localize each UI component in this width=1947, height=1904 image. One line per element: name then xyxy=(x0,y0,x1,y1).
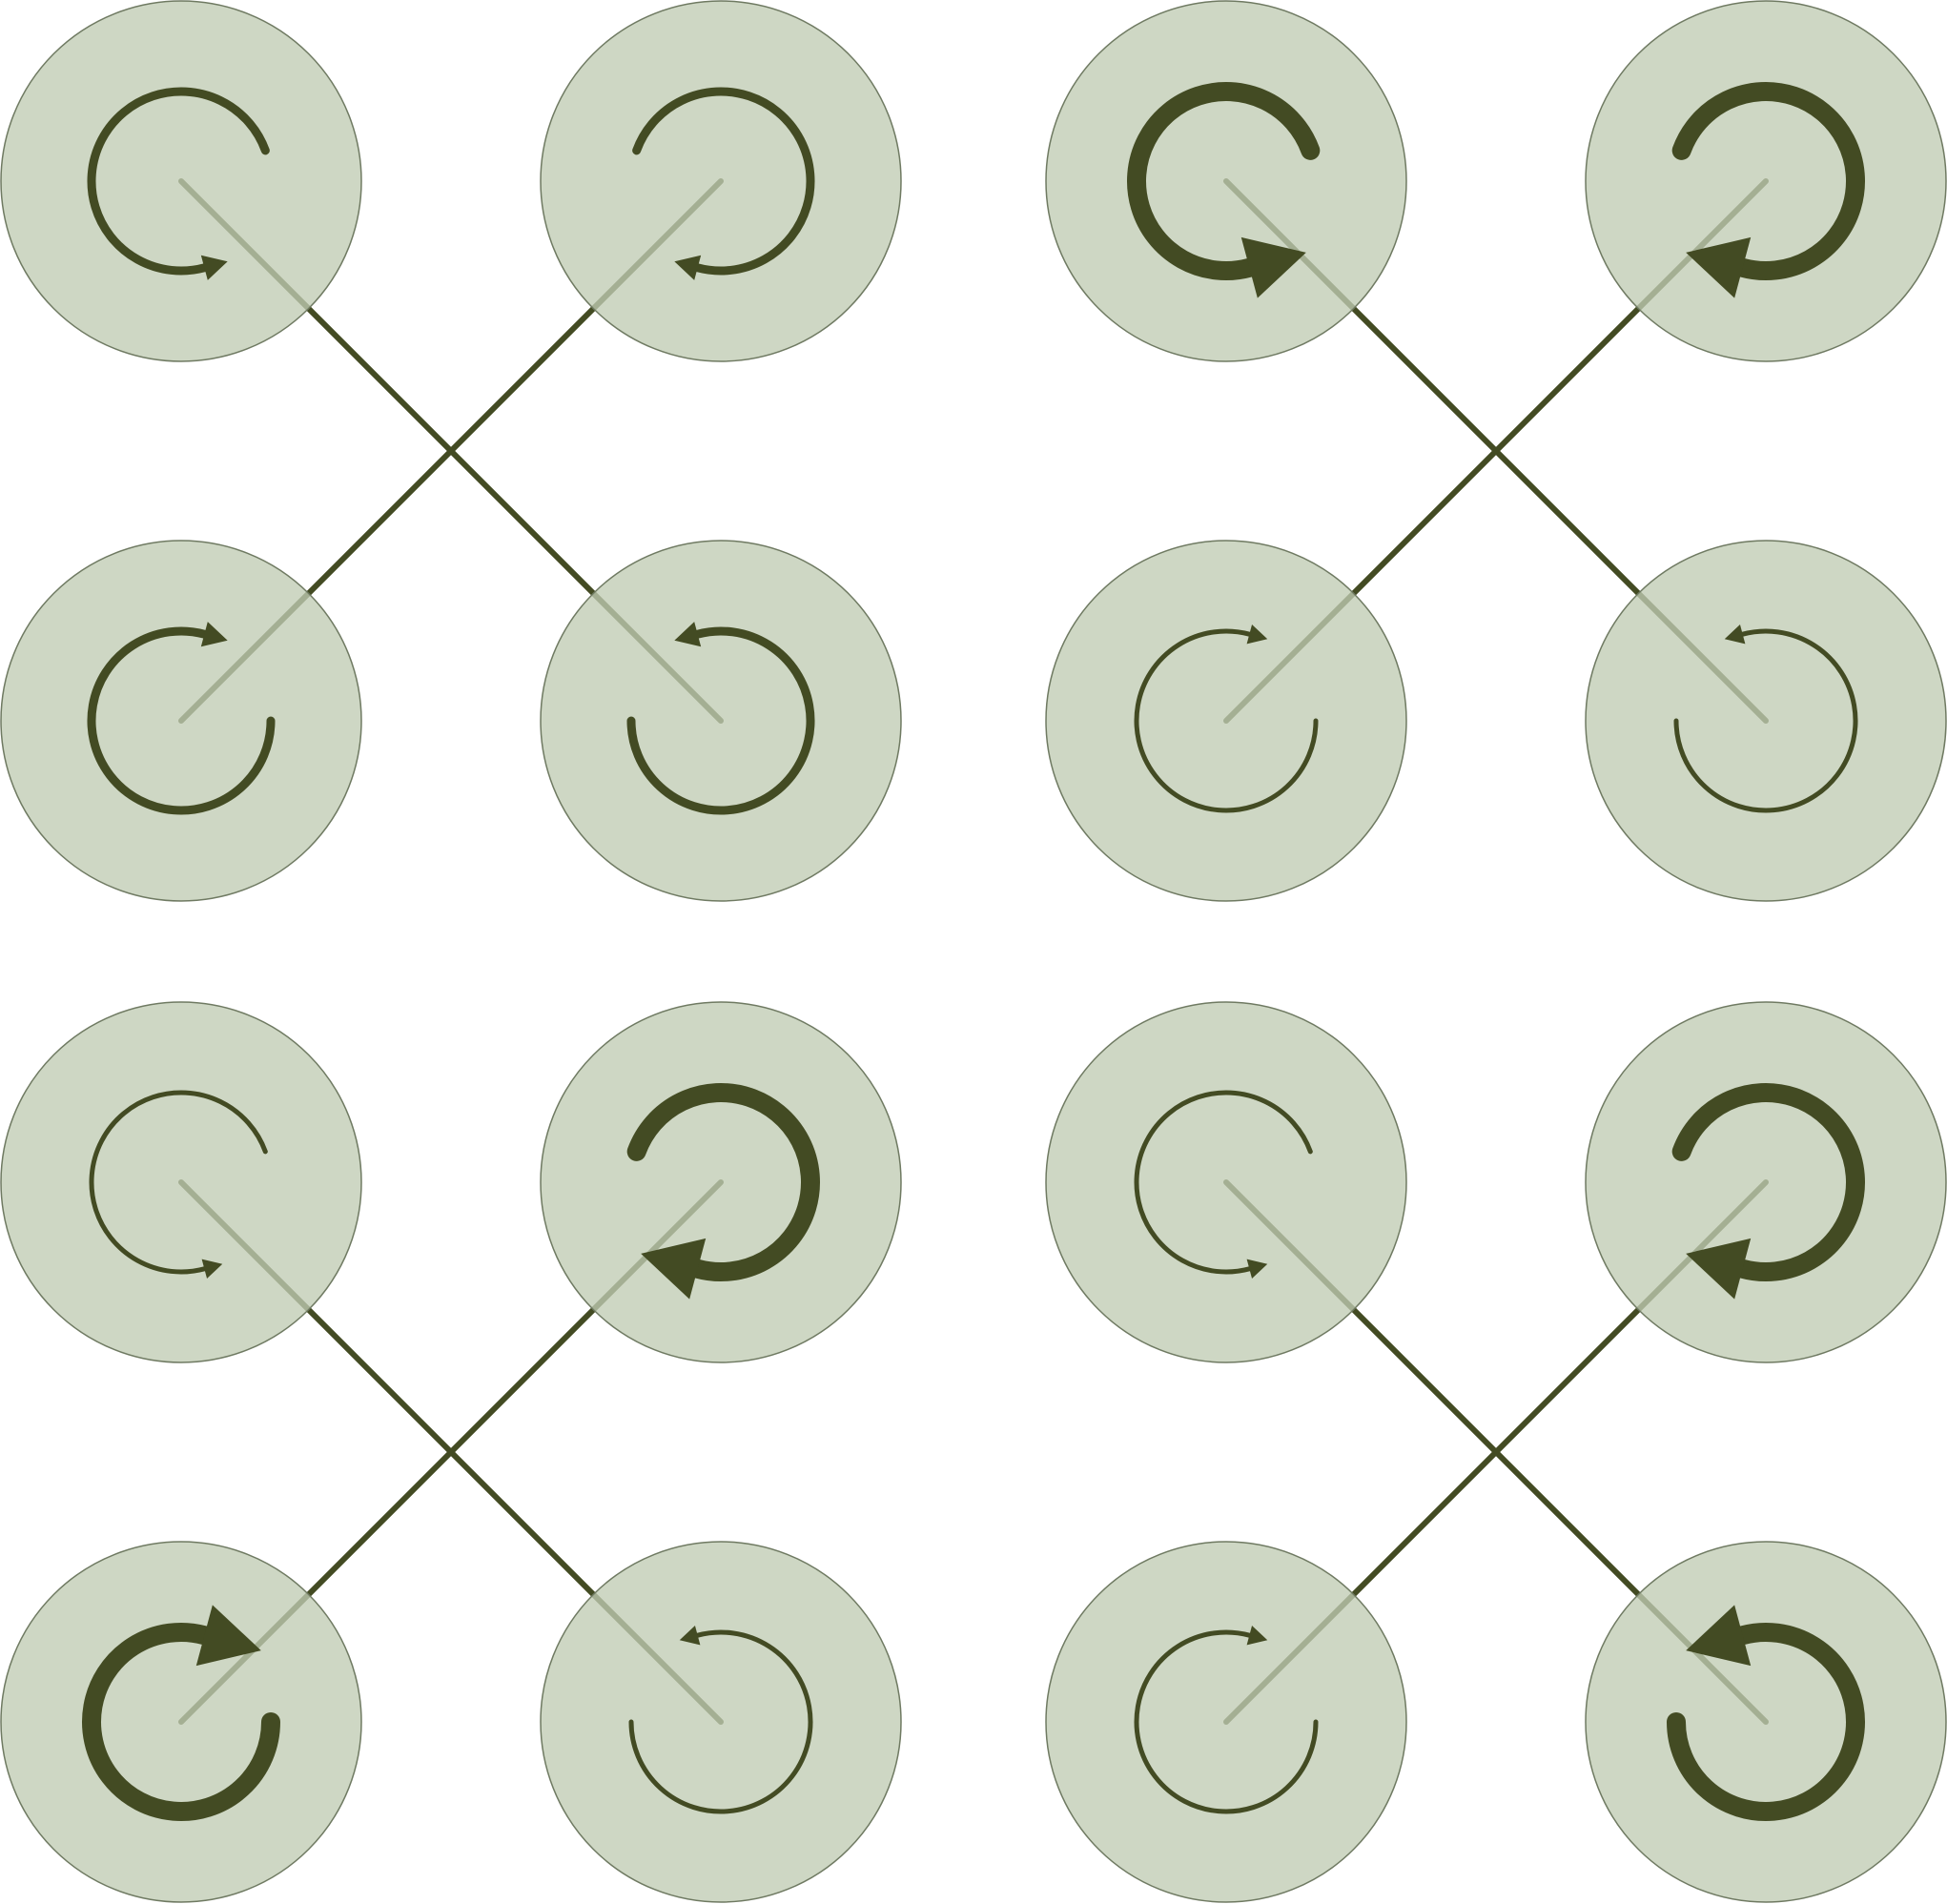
panel-bottom-right-bottom-left-clockwise-arrow-icon xyxy=(1134,1626,1319,1814)
panel-bottom-left-bottom-right-arrowhead xyxy=(679,1626,701,1646)
panel-bottom-left-top-right-clockwise-arrow-icon xyxy=(626,1083,820,1300)
panel-top-left-bottom-right-arrowhead xyxy=(674,622,702,647)
arrows-layer xyxy=(82,82,1865,1821)
panel-bottom-right-top-left-disk xyxy=(1045,1001,1407,1363)
panel-bottom-left-top-right-arrowhead xyxy=(641,1238,707,1300)
panel-top-right-bottom-left-arrowhead xyxy=(1246,624,1268,645)
panel-top-right-bottom-right-arrowhead xyxy=(1724,624,1746,645)
panel-top-left-top-right-clockwise-arrow-icon xyxy=(632,87,815,280)
panel-bottom-right-top-left-arrow-arc xyxy=(1134,1090,1313,1275)
panel-bottom-right-bottom-left-disk xyxy=(1045,1541,1407,1903)
panel-top-right-bottom-left-disk xyxy=(1045,540,1407,902)
panel-top-right-bottom-right-disk xyxy=(1585,540,1947,902)
panel-top-left-bottom-left-arrow-arc xyxy=(87,626,276,815)
panel-top-right-top-right-disk xyxy=(1585,0,1947,362)
panel-top-left-bottom-right-counterclockwise-arrow-icon xyxy=(626,622,815,815)
panel-top-left-bottom-left-clockwise-arrow-icon xyxy=(87,622,276,815)
panel-top-right-bottom-left-clockwise-arrow-icon xyxy=(1134,624,1319,813)
panel-bottom-right-top-right-clockwise-arrow-icon xyxy=(1671,1083,1865,1300)
panel-bottom-left-bottom-left-clockwise-arrow-icon xyxy=(82,1605,280,1821)
panel-top-right-top-left-arrowhead xyxy=(1240,236,1306,298)
panel-bottom-left-bottom-left-arrowhead xyxy=(195,1605,261,1667)
panel-top-left-bottom-right-disk xyxy=(540,540,902,902)
panel-bottom-left-bottom-right-arrow-arc xyxy=(628,1629,813,1814)
panel-top-right-bottom-right-arrow-arc xyxy=(1673,628,1858,813)
panel-top-right-top-left-disk xyxy=(1045,0,1407,362)
panel-bottom-right-bottom-left-arrow-arc xyxy=(1134,1629,1319,1814)
panel-top-left-top-left-arrow-arc xyxy=(87,87,270,276)
panel-bottom-right-bottom-right-counterclockwise-arrow-icon xyxy=(1667,1605,1865,1821)
panel-bottom-right-top-right-arrowhead xyxy=(1686,1238,1752,1300)
panel-bottom-left-bottom-right-counterclockwise-arrow-icon xyxy=(628,1626,813,1814)
panel-bottom-right-bottom-right-disk xyxy=(1585,1541,1947,1903)
panel-bottom-left-bottom-left-arrow-arc xyxy=(82,1623,280,1821)
panel-bottom-left-top-left-disk xyxy=(0,1001,362,1363)
panel-top-left-top-left-disk xyxy=(0,0,362,362)
panel-top-left-top-left-arrowhead xyxy=(200,255,228,280)
panel-bottom-left-bottom-right-disk xyxy=(540,1541,902,1903)
panel-top-left-top-right-arrowhead xyxy=(674,255,702,280)
panel-top-left-bottom-left-disk xyxy=(0,540,362,902)
panel-bottom-left-top-right-arrow-arc xyxy=(626,1083,820,1281)
panel-top-left-top-left-counterclockwise-arrow-icon xyxy=(87,87,270,280)
panel-top-right-top-right-arrow-arc xyxy=(1671,82,1865,280)
panel-bottom-right-bottom-left-arrowhead xyxy=(1246,1626,1268,1646)
panel-top-right-bottom-left-arrow-arc xyxy=(1134,628,1319,813)
panel-top-right-top-right-arrowhead xyxy=(1686,236,1752,298)
panel-bottom-right-top-right-arrow-arc xyxy=(1671,1083,1865,1281)
panel-top-right-top-left-arrow-arc xyxy=(1127,82,1321,280)
panel-bottom-right-bottom-right-arrow-arc xyxy=(1667,1623,1865,1821)
panel-top-right-bottom-right-counterclockwise-arrow-icon xyxy=(1673,624,1858,813)
panel-bottom-right-top-right-disk xyxy=(1585,1001,1947,1363)
panel-bottom-left-top-left-counterclockwise-arrow-icon xyxy=(89,1090,268,1279)
panel-bottom-left-top-right-disk xyxy=(540,1001,902,1363)
panel-top-right-top-left-counterclockwise-arrow-icon xyxy=(1127,82,1321,298)
panel-top-left-top-right-arrow-arc xyxy=(632,87,815,276)
panel-top-right-top-right-clockwise-arrow-icon xyxy=(1671,82,1865,298)
panel-top-left-bottom-left-arrowhead xyxy=(200,622,228,647)
panel-bottom-right-top-left-counterclockwise-arrow-icon xyxy=(1134,1090,1313,1279)
panel-bottom-right-top-left-arrowhead xyxy=(1246,1259,1268,1279)
panel-top-left-bottom-right-arrow-arc xyxy=(626,626,815,815)
panel-bottom-left-top-left-arrowhead xyxy=(201,1259,223,1279)
panel-top-left-top-right-disk xyxy=(540,0,902,362)
panel-bottom-right-bottom-right-arrowhead xyxy=(1686,1605,1752,1667)
panel-bottom-left-top-left-arrow-arc xyxy=(89,1090,268,1275)
panel-bottom-left-bottom-left-disk xyxy=(0,1541,362,1903)
